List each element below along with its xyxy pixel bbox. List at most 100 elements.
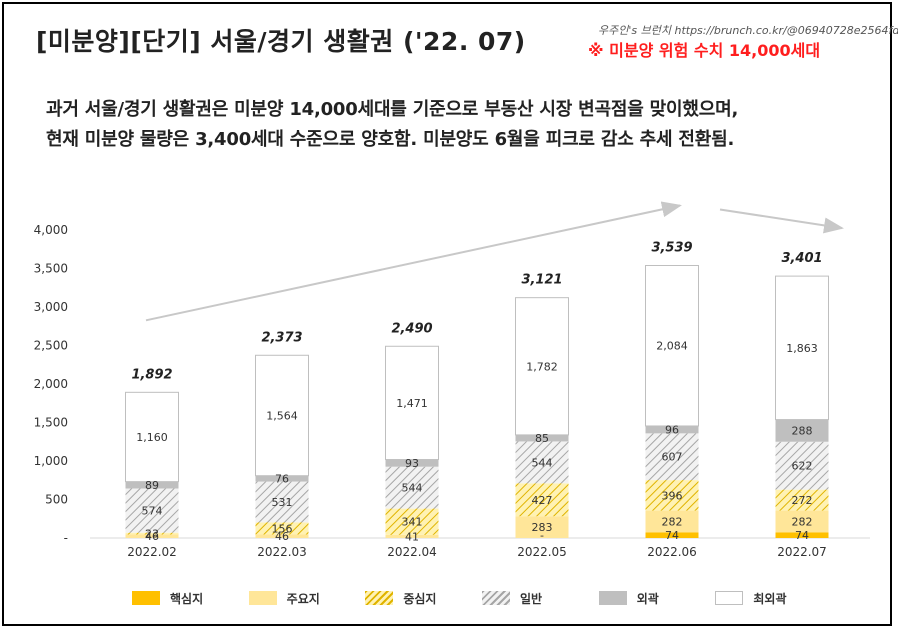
- legend-item: 최외곽: [715, 587, 832, 609]
- y-tick-label: 3,000: [34, 300, 68, 314]
- data-label: 1,782: [526, 360, 558, 373]
- legend-item: 중심지: [365, 587, 482, 609]
- legend-swatch: [715, 591, 744, 605]
- data-label: 544: [532, 456, 553, 469]
- data-label: 74: [665, 529, 679, 542]
- y-tick-label: 2,500: [34, 339, 68, 353]
- bar-segment-5: [645, 425, 699, 434]
- data-label: 544: [402, 482, 423, 495]
- bar-segment-5: [385, 459, 439, 467]
- total-label: 1,892: [131, 367, 172, 382]
- trend-arrow-up: [145, 201, 682, 322]
- y-tick-label: 1,500: [34, 416, 68, 430]
- bar-segment-3: [385, 508, 439, 535]
- bar-segment-5: [255, 475, 309, 482]
- bar-segment-3: [255, 522, 309, 535]
- bar-segment-3: [125, 532, 179, 535]
- data-label: 1,160: [136, 431, 168, 444]
- total-label: 2,373: [261, 330, 302, 345]
- summary-line-1: 과거 서울/경기 생활권은 미분양 14,000세대를 기준으로 부동산 시장 …: [46, 99, 739, 120]
- x-tick-label: 2022.06: [647, 545, 697, 559]
- data-label: 85: [535, 432, 549, 445]
- summary-line-2: 현재 미분양 물량은 3,400세대 수준으로 양호함. 미분양도 6월을 피크…: [46, 129, 735, 150]
- data-label: 41: [405, 530, 419, 543]
- legend-item: 일반: [482, 587, 599, 609]
- data-label: 156: [272, 522, 293, 535]
- data-label: -: [540, 529, 544, 542]
- data-label: 427: [532, 494, 553, 507]
- risk-threshold-note: ※ 미분양 위험 수치 14,000세대: [588, 41, 821, 60]
- bar-segment-4: [645, 433, 699, 481]
- data-label: 1,471: [396, 397, 428, 410]
- legend-swatch: [365, 591, 394, 605]
- data-label: 283: [532, 521, 553, 534]
- bar-segment-2: [125, 534, 179, 538]
- data-label: 531: [272, 496, 293, 509]
- legend-swatch: [132, 591, 160, 605]
- data-label: 46: [145, 530, 159, 543]
- data-label: 282: [792, 515, 813, 528]
- data-label: 288: [792, 425, 813, 438]
- bar-segment-3: [775, 489, 829, 511]
- data-label: 282: [662, 515, 683, 528]
- bar-segment-1: [645, 532, 699, 538]
- bar-segment-6: [255, 354, 309, 477]
- bar-segment-3: [645, 480, 699, 511]
- y-tick-label: -: [64, 531, 68, 545]
- legend-label: 외곽: [636, 591, 659, 606]
- data-label: 74: [795, 529, 809, 542]
- x-tick-label: 2022.05: [517, 545, 567, 559]
- legend-label: 일반: [520, 591, 543, 606]
- source-credit: 우주인's 브런치 https://brunch.co.kr/@06940728…: [598, 24, 898, 37]
- legend-swatch: [248, 591, 277, 605]
- bar-segment-2: [385, 534, 439, 538]
- bar-segment-6: [125, 391, 179, 483]
- data-label: 93: [405, 457, 419, 470]
- bar-segment-2: [775, 510, 829, 533]
- legend-label: 주요지: [286, 591, 320, 606]
- total-label: 3,539: [651, 240, 692, 255]
- bar-segment-1: [775, 532, 829, 538]
- data-label: 622: [792, 460, 813, 473]
- bar-segment-4: [125, 488, 179, 533]
- bar-segment-5: [775, 419, 829, 442]
- data-label: 574: [142, 505, 163, 518]
- total-label: 2,490: [391, 321, 432, 336]
- data-label: 23: [145, 528, 159, 541]
- data-label: 607: [662, 451, 683, 464]
- x-tick-label: 2022.02: [127, 545, 177, 559]
- data-label: 1,863: [786, 342, 818, 355]
- summary-text: 과거 서울/경기 생활권은 미분양 14,000세대를 기준으로 부동산 시장 …: [46, 95, 738, 155]
- y-tick-label: 2,000: [34, 377, 68, 391]
- y-tick-label: 4,000: [34, 223, 68, 237]
- bar-segment-4: [515, 441, 569, 484]
- trend-arrow-down: [719, 208, 844, 234]
- legend-item: 주요지: [248, 587, 366, 609]
- data-label: 272: [792, 494, 813, 507]
- bar-segment-3: [515, 483, 569, 517]
- y-tick-label: 500: [45, 493, 68, 507]
- bar-segment-5: [125, 481, 179, 489]
- x-tick-label: 2022.04: [387, 545, 437, 559]
- bar-segment-2: [255, 534, 309, 538]
- bar-segment-6: [385, 345, 439, 461]
- bar-segment-4: [385, 466, 439, 509]
- legend-label: 최외곽: [753, 591, 787, 606]
- legend-item: 핵심지: [132, 587, 249, 609]
- bar-segment-6: [515, 297, 569, 436]
- data-label: 1,564: [266, 409, 298, 422]
- chart-legend: 핵심지 주요지 중심지 일반 외곽 최외곽: [132, 587, 832, 609]
- data-label: 2,084: [656, 340, 688, 353]
- bar-segment-2: [515, 516, 569, 538]
- data-label: 96: [665, 424, 679, 437]
- data-label: 341: [402, 516, 423, 529]
- bar-segment-4: [255, 481, 309, 523]
- bar-segment-4: [775, 441, 829, 490]
- x-tick-label: 2022.03: [257, 545, 307, 559]
- bar-segment-6: [645, 264, 699, 427]
- data-label: 76: [275, 473, 289, 486]
- y-tick-label: 3,500: [34, 262, 68, 276]
- legend-label: 중심지: [403, 591, 437, 606]
- data-label: 89: [145, 479, 159, 492]
